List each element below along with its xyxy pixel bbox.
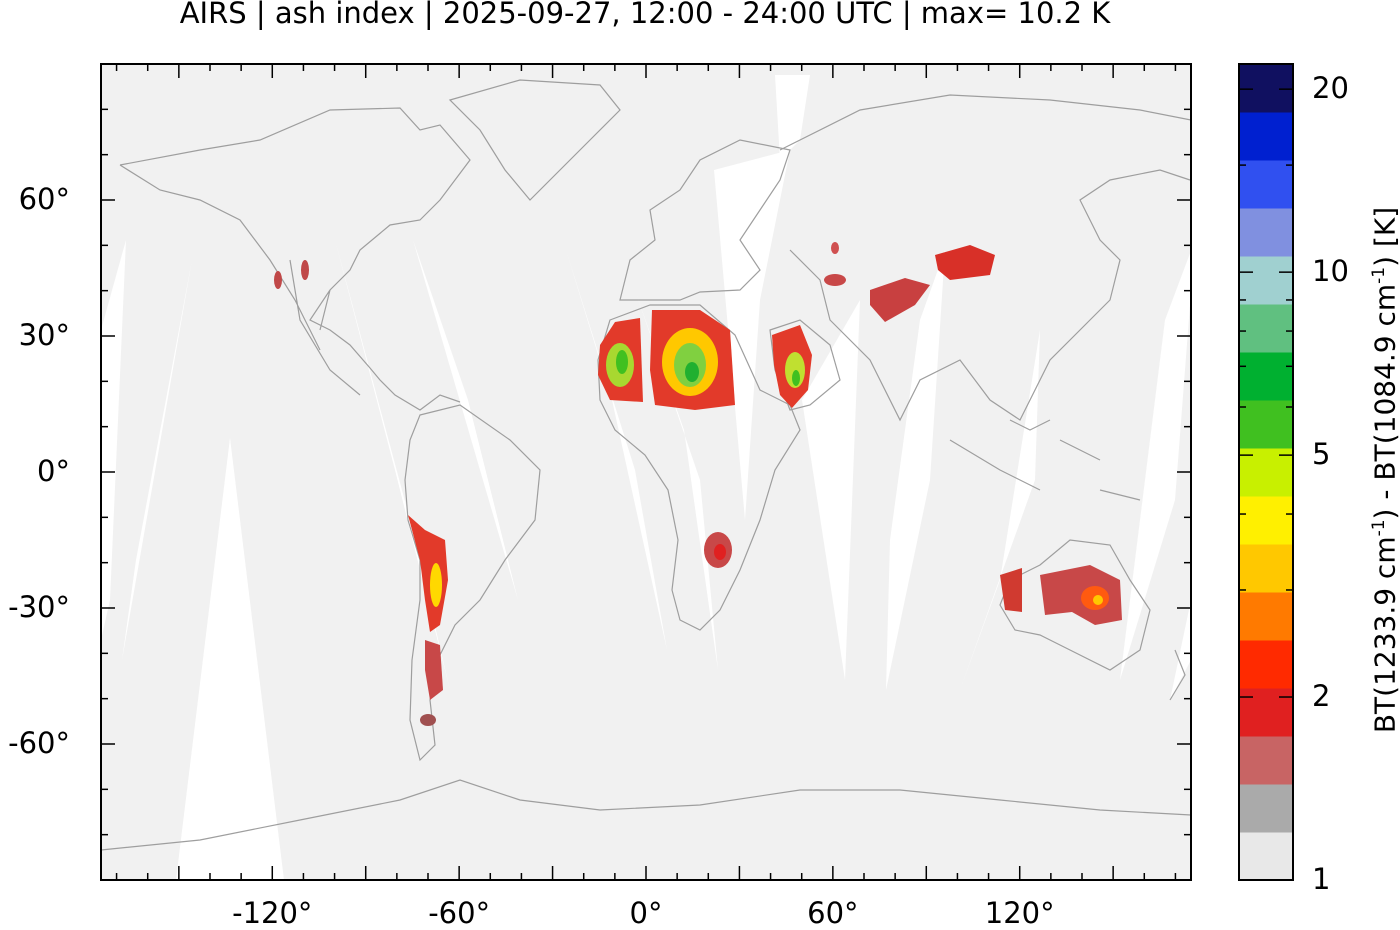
- hotspot-taklamakan: [935, 245, 995, 280]
- hotspot-sahara-west-inner: [616, 350, 628, 374]
- swath-gap: [802, 300, 860, 680]
- x-tick-label: 0°: [629, 896, 663, 930]
- x-tick-label: 60°: [807, 896, 859, 930]
- hotspot-australia-central: [1040, 565, 1122, 625]
- colorbar-title-superscript: -1: [1369, 266, 1390, 284]
- colorbar-title: BT(1233.9 cm-1) - BT(1084.9 cm-1) [K]: [1369, 207, 1400, 733]
- colorbar-band: [1239, 784, 1293, 833]
- colorbar-ticks: [1239, 88, 1293, 881]
- colorbar-band: [1239, 64, 1293, 113]
- hotspot-kazakhstan: [831, 242, 839, 254]
- hotspot-patagonia: [420, 714, 436, 726]
- swath-gap: [1120, 250, 1191, 680]
- colorbar-band: [1239, 592, 1293, 641]
- colorbar-bands: [1239, 64, 1293, 881]
- x-tick-label: -120°: [232, 896, 313, 930]
- swath-gaps: [101, 75, 1191, 880]
- coastline-north-america: [119, 107, 471, 411]
- colorbar-tick-label: 1: [1312, 862, 1331, 896]
- colorbar-title-part: BT(1233.9 cm: [1368, 536, 1400, 734]
- hotspot-sw-us: [274, 271, 282, 289]
- x-tick-label: 120°: [984, 896, 1055, 930]
- swath-gap: [101, 240, 126, 640]
- colorbar-band: [1239, 352, 1293, 401]
- coastline-australia: [999, 539, 1151, 671]
- coastline-new-zealand: [1169, 649, 1186, 701]
- swath-gap: [1170, 600, 1191, 700]
- colorbar-tick-label: 20: [1312, 71, 1349, 106]
- hotspot-tibet-north: [870, 278, 930, 322]
- colorbar-band: [1239, 304, 1293, 353]
- x-tick-label: -60°: [428, 896, 491, 930]
- colorbar-band: [1239, 112, 1293, 161]
- coastline-europe: [619, 139, 791, 301]
- x-ticks: [115, 64, 1177, 880]
- swath-gap: [413, 240, 518, 600]
- colorbar-band: [1239, 400, 1293, 449]
- hotspot-sw-us-2: [301, 260, 309, 280]
- y-tick-label: 0°: [37, 454, 70, 488]
- map-background: [101, 64, 1191, 880]
- swath-gap: [886, 250, 945, 690]
- y-tick-label: -60°: [8, 726, 70, 760]
- colorbar-band: [1239, 832, 1293, 881]
- y-tick-label: 30°: [18, 318, 70, 352]
- map-title: AIRS | ash index | 2025-09-27, 12:00 - 2…: [179, 0, 1111, 30]
- swath-gap: [122, 260, 192, 660]
- colorbar-band: [1239, 208, 1293, 257]
- hotspot-andes-south: [425, 640, 443, 700]
- hotspot-iran: [824, 274, 846, 286]
- colorbar-band: [1239, 640, 1293, 689]
- colorbar-title-part: ) [K]: [1368, 206, 1400, 267]
- coastline-africa: [597, 304, 801, 631]
- hotspot-southern-africa-inner: [714, 544, 726, 560]
- coastline-asia: [779, 94, 1191, 422]
- y-tick-label: -30°: [8, 590, 70, 624]
- colorbar-frame: [1238, 63, 1294, 881]
- colorbar-tick-label: 2: [1312, 679, 1331, 714]
- y-tick-label: 60°: [18, 182, 70, 216]
- hotspots: [274, 242, 1122, 726]
- colorbar-band: [1239, 496, 1293, 545]
- hotspot-arabia-inner: [792, 370, 800, 386]
- y-ticks: [101, 108, 1191, 836]
- swath-gap: [714, 150, 790, 520]
- colorbar-band: [1239, 448, 1293, 497]
- colorbar-tick-label: 10: [1312, 254, 1349, 289]
- colorbar-band: [1239, 256, 1293, 305]
- swath-gap: [176, 438, 284, 880]
- hotspot-sahara-central-inner: [685, 362, 699, 382]
- hotspot-andes-north-core: [430, 563, 442, 607]
- colorbar-tick-label: 5: [1312, 437, 1331, 472]
- swath-gap: [775, 75, 810, 160]
- colorbar-band: [1239, 160, 1293, 209]
- swath-gap: [960, 330, 1040, 690]
- coastline-greenland: [448, 79, 621, 201]
- hotspot-australia-west: [1000, 568, 1022, 612]
- colorbar-band: [1239, 736, 1293, 785]
- colorbar-band: [1239, 544, 1293, 593]
- colorbar-title-part: ) - BT(1084.9 cm: [1368, 283, 1400, 520]
- hotspot-australia-inner: [1093, 595, 1103, 605]
- colorbar-band: [1239, 688, 1293, 737]
- colorbar-title-superscript: -1: [1369, 519, 1390, 537]
- hotspot-arabia-core: [785, 352, 805, 388]
- coastline-antarctica: [101, 779, 1191, 851]
- coastline-indonesia: [949, 419, 1141, 501]
